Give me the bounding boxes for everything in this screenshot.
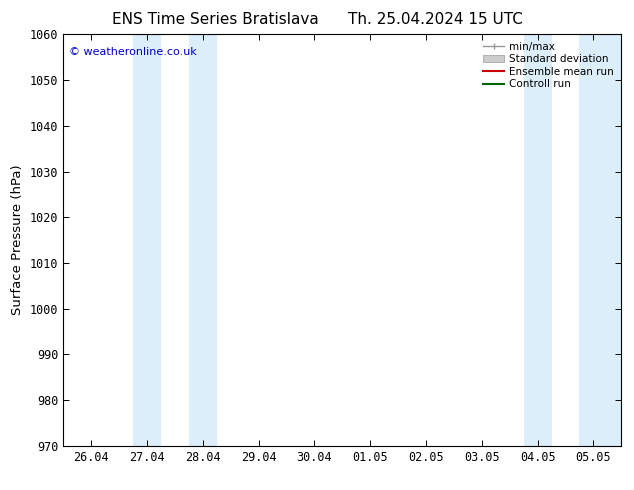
Legend: min/max, Standard deviation, Ensemble mean run, Controll run: min/max, Standard deviation, Ensemble me… <box>479 37 618 94</box>
Y-axis label: Surface Pressure (hPa): Surface Pressure (hPa) <box>11 165 25 316</box>
Text: ENS Time Series Bratislava      Th. 25.04.2024 15 UTC: ENS Time Series Bratislava Th. 25.04.202… <box>112 12 522 27</box>
Bar <box>579 34 621 446</box>
Text: © weatheronline.co.uk: © weatheronline.co.uk <box>69 47 197 57</box>
Bar <box>189 34 217 446</box>
Bar <box>524 34 552 446</box>
Bar <box>133 34 161 446</box>
